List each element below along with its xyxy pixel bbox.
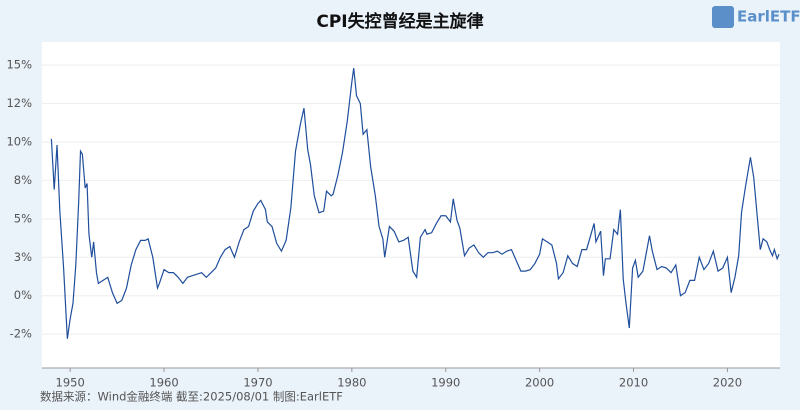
y-tick-label: 3%: [14, 250, 32, 264]
x-tick-label: 1960: [149, 376, 178, 390]
y-tick-label: 5%: [14, 211, 32, 225]
x-tick-label: 2020: [713, 376, 742, 390]
plot-area: [42, 42, 780, 368]
logo: EarlETF: [712, 6, 800, 28]
y-tick-label: 10%: [6, 134, 32, 148]
logo-icon: [712, 6, 734, 28]
x-tick-label: 2010: [619, 376, 648, 390]
logo-text: EarlETF: [737, 8, 800, 26]
chart-title: CPI失控曾经是主旋律: [316, 11, 483, 32]
y-tick-label: 8%: [14, 173, 32, 187]
source-note: 数据来源：Wind金融终端 截至:2025/08/01 制图:EarlETF: [40, 390, 343, 404]
y-tick-label: 15%: [6, 58, 32, 72]
x-tick-label: 1950: [56, 376, 85, 390]
x-tick-label: 2000: [525, 376, 554, 390]
x-tick-label: 1980: [337, 376, 366, 390]
cpi-line: [50, 68, 780, 339]
y-tick-label: 0%: [14, 288, 32, 302]
y-tick-label: 12%: [6, 96, 32, 110]
y-tick-label: -2%: [10, 327, 32, 341]
x-tick-label: 1990: [431, 376, 460, 390]
x-tick-label: 1970: [243, 376, 272, 390]
